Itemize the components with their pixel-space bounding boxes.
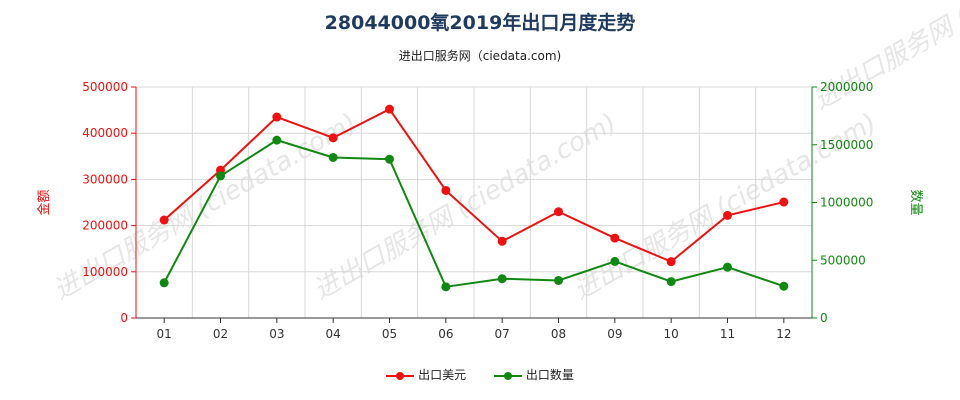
data-point-usd	[272, 112, 282, 122]
data-point-usd	[723, 210, 732, 220]
y-left-axis-title: 金额	[36, 189, 52, 215]
x-tick-label: 02	[213, 327, 228, 341]
data-point-qty	[216, 171, 225, 181]
x-tick-label: 11	[720, 327, 735, 341]
data-point-qty	[385, 154, 394, 164]
data-point-qty	[272, 135, 282, 145]
x-tick-label: 08	[551, 327, 566, 341]
left-tick-label: 0	[120, 311, 128, 325]
right-tick-label: 1000000	[820, 196, 873, 210]
right-tick-label: 500000	[820, 253, 866, 267]
left-tick-label: 500000	[82, 80, 128, 94]
x-tick-label: 07	[495, 327, 510, 341]
right-tick-label: 0	[820, 311, 828, 325]
x-tick-label: 01	[157, 327, 172, 341]
x-tick-label: 03	[269, 327, 284, 341]
legend-label-usd: 出口美元	[418, 368, 467, 382]
x-tick-label: 12	[776, 327, 791, 341]
series-line-usd	[163, 107, 785, 263]
data-point-qty	[610, 256, 620, 266]
legend-item-usd[interactable]: 出口美元	[386, 366, 466, 383]
data-point-usd	[328, 133, 338, 143]
data-point-qty	[159, 278, 169, 288]
series-layer	[159, 104, 789, 292]
series-line-qty	[163, 139, 785, 288]
data-point-qty	[441, 282, 451, 292]
legend: 出口美元 出口数量	[0, 366, 960, 383]
legend-swatch-usd	[386, 371, 415, 381]
tick-labels: 0 100000 200000 300000 400000 500000 0 500000 10…	[36, 80, 923, 341]
x-tick-label: 06	[438, 327, 453, 341]
data-point-qty	[779, 281, 789, 291]
x-tick-label: 05	[382, 327, 397, 341]
y-right-axis-title: 数量	[908, 189, 923, 215]
left-tick-label: 100000	[82, 265, 128, 279]
right-tick-label: 2000000	[820, 80, 873, 94]
right-tick-label: 1500000	[820, 138, 873, 152]
legend-label-qty: 出口数量	[525, 368, 574, 382]
data-point-qty	[554, 275, 563, 285]
data-point-usd	[497, 236, 507, 246]
left-tick-label: 200000	[82, 219, 128, 233]
data-point-qty	[723, 262, 732, 272]
data-point-usd	[610, 233, 620, 243]
data-point-qty	[497, 274, 507, 284]
legend-item-qty[interactable]: 出口数量	[493, 366, 574, 383]
x-tick-label: 04	[326, 327, 341, 341]
left-tick-label: 300000	[82, 172, 128, 186]
data-point-qty	[666, 277, 676, 287]
data-point-usd	[441, 185, 451, 195]
x-tick-label: 09	[607, 327, 622, 341]
chart-subtitle: 进出口服务网（ciedata.com)	[398, 49, 562, 63]
data-point-usd	[159, 215, 169, 225]
data-point-usd	[666, 257, 676, 267]
data-point-usd	[554, 207, 563, 217]
left-tick-label: 400000	[82, 126, 128, 140]
x-tick-label: 10	[664, 327, 679, 341]
chart-title: 28044000氧2019年出口月度走势	[324, 12, 636, 34]
data-point-qty	[328, 152, 338, 162]
watermark-text: 进出口服务网 (ciedata.com)	[809, 0, 960, 116]
data-point-usd	[385, 104, 394, 114]
legend-swatch-qty	[493, 371, 522, 381]
data-point-usd	[779, 197, 789, 207]
